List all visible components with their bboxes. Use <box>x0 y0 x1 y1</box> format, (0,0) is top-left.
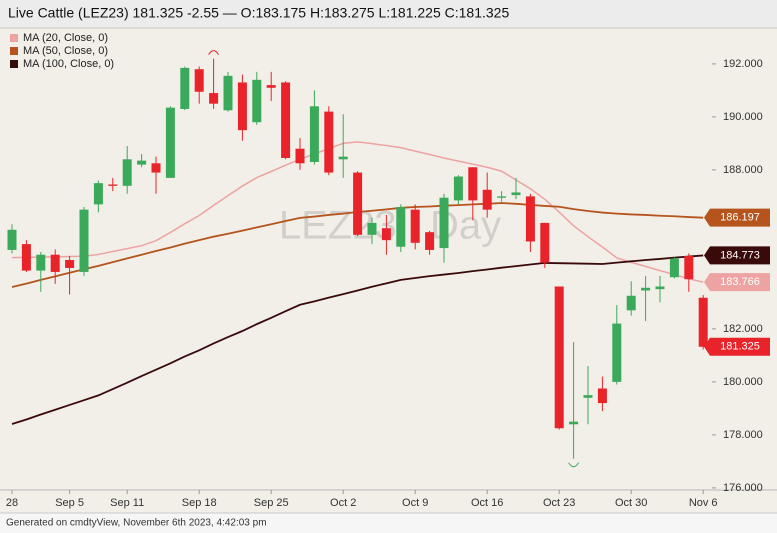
candle-body <box>425 232 435 250</box>
title-bar <box>0 0 777 28</box>
candle-body <box>367 222 377 235</box>
x-tick-label: Oct 30 <box>615 497 647 509</box>
candle-body <box>597 388 607 404</box>
candle-body <box>50 254 60 272</box>
candle-body <box>626 295 636 311</box>
candle-body <box>612 323 622 382</box>
candle-body <box>410 209 420 243</box>
candle-body <box>396 207 406 247</box>
candle-body <box>324 111 334 173</box>
candle-body <box>266 85 276 88</box>
candle-body <box>684 256 694 280</box>
candle-body <box>525 196 535 242</box>
candle-body <box>79 209 89 272</box>
candle-body <box>468 167 478 201</box>
candle-body <box>482 189 492 210</box>
candle-body <box>36 254 46 271</box>
value-badge-label: 181.325 <box>720 341 760 353</box>
candle-body <box>381 228 391 241</box>
x-tick-label: Oct 23 <box>543 497 575 509</box>
legend-swatch <box>10 60 18 68</box>
x-tick-label: Sep 18 <box>182 497 217 509</box>
candle-body <box>540 222 550 263</box>
candle-body <box>93 183 103 205</box>
candle-body <box>180 67 190 109</box>
y-tick-label: 182.000 <box>723 323 763 335</box>
value-badge-label: 186.197 <box>720 212 760 224</box>
candle-body <box>151 163 161 173</box>
candle-body <box>137 160 147 165</box>
candle-body <box>165 107 175 178</box>
candle-body <box>209 93 219 104</box>
candle-body <box>583 395 593 398</box>
x-tick-label: Sep 5 <box>55 497 84 509</box>
candle-body <box>237 82 247 131</box>
legend-label: MA (20, Close, 0) <box>23 32 108 44</box>
candle-body <box>453 176 463 201</box>
value-badge-label: 184.773 <box>720 249 760 261</box>
value-badge <box>704 208 770 227</box>
candle-body <box>698 297 708 347</box>
candle-body <box>353 172 363 235</box>
candle-body <box>554 286 564 429</box>
candle-body <box>511 192 521 196</box>
candle-body <box>669 258 679 278</box>
candle-body <box>641 287 651 291</box>
candle-body <box>252 79 262 123</box>
x-tick-label: Oct 16 <box>471 497 503 509</box>
candle-body <box>569 421 579 425</box>
x-tick-label: Oct 9 <box>402 497 428 509</box>
legend-label: MA (100, Close, 0) <box>23 58 114 70</box>
x-tick-label: Sep 25 <box>254 497 289 509</box>
low-marker <box>568 462 580 468</box>
candle-body <box>439 197 449 249</box>
watermark: LEZ23 , Day <box>279 204 501 248</box>
chart-title: Live Cattle (LEZ23) 181.325 -2.55 — O:18… <box>8 5 509 21</box>
ma-line <box>11 254 704 425</box>
candle-body <box>194 69 204 92</box>
value-badge <box>704 246 770 265</box>
candle-body <box>497 196 507 198</box>
high-marker <box>208 50 220 55</box>
candle-body <box>281 82 291 158</box>
candle-body <box>21 244 31 271</box>
candle-body <box>655 286 665 290</box>
x-tick-label: Sep 11 <box>110 497 144 509</box>
candle-body <box>65 260 75 268</box>
footer: Generated on cmdtyView, November 6th 202… <box>6 518 267 529</box>
value-badge <box>704 273 770 292</box>
candle-body <box>295 148 305 164</box>
footer-bar <box>0 513 777 533</box>
ma-line <box>11 141 704 283</box>
candle-body <box>338 156 348 160</box>
candle-body <box>309 106 319 162</box>
y-tick-label: 190.000 <box>723 111 763 123</box>
y-tick-label: 176.000 <box>723 482 763 494</box>
x-tick-label: 28 <box>6 497 18 509</box>
legend-swatch <box>10 34 18 42</box>
y-tick-label: 188.000 <box>723 164 763 176</box>
y-tick-label: 178.000 <box>723 429 763 441</box>
candle-body <box>223 75 233 111</box>
legend-label: MA (50, Close, 0) <box>23 45 108 57</box>
x-tick-label: Nov 6 <box>689 497 718 509</box>
x-tick-label: Oct 2 <box>330 497 356 509</box>
value-badge <box>704 337 770 356</box>
legend-swatch <box>10 47 18 55</box>
value-badge-label: 183.766 <box>720 276 760 288</box>
candle-body <box>122 159 132 186</box>
y-tick-label: 180.000 <box>723 376 763 388</box>
candle-body <box>7 229 17 250</box>
y-tick-label: 192.000 <box>723 58 763 70</box>
candle-body <box>108 184 118 186</box>
